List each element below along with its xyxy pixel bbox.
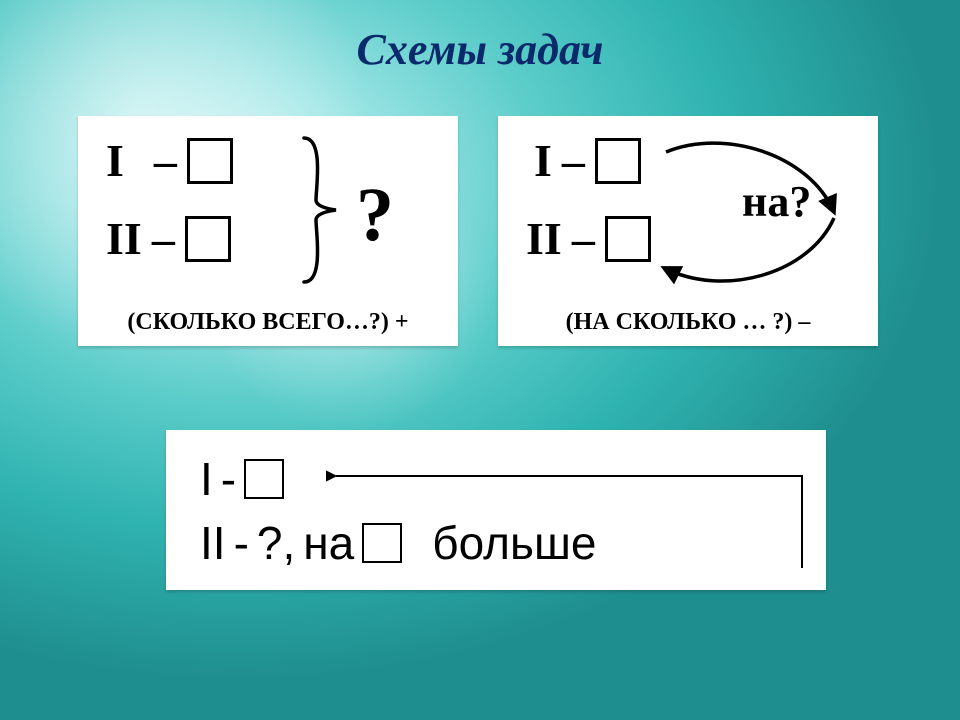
panel-a-row-1: I – (106, 134, 233, 187)
panel-c-row1-dash: - (221, 452, 236, 506)
panel-a-caption: (СКОЛЬКО ВСЕГО…?) + (78, 309, 458, 336)
panel-b-caption: (НА СКОЛЬКО … ?) – (498, 309, 878, 336)
panel-c-row1-box (244, 459, 284, 499)
panel-a-row2-dash: – (152, 212, 175, 265)
panel-b-row2-box (605, 216, 651, 262)
panel-b-row-1: I – (534, 134, 641, 187)
panel-a-row2-box (185, 216, 231, 262)
panel-b-row2-label: II (526, 212, 562, 265)
brace-icon (296, 130, 344, 290)
back-arrow-icon (326, 466, 810, 576)
panel-a-row1-box (187, 138, 233, 184)
panel-a-question: ? (356, 172, 394, 259)
panel-c-row2-dash: - (234, 516, 249, 570)
panel-b-row1-dash: – (562, 134, 585, 187)
panel-b-row1-label: I (534, 134, 552, 187)
panel-c-row1-label: I (200, 452, 213, 506)
panel-a-row1-label: I (106, 134, 124, 187)
panel-b-row1-box (595, 138, 641, 184)
panel-c-row2-q: ?, (257, 516, 295, 570)
page-title: Схемы задач (0, 24, 960, 75)
panel-b-question-label: на? (742, 176, 811, 227)
schema-panel-diff: I – II – на? (НА СКОЛЬКО … ?) – (498, 116, 878, 346)
panel-c-row2-label: II (200, 516, 226, 570)
schema-panel-more: I - II - ?, на больше (166, 430, 826, 590)
panel-a-row2-label: II (106, 212, 142, 265)
panel-a-row-2: II – (106, 212, 231, 265)
schema-panel-total: I – II – ? (СКОЛЬКО ВСЕГО…?) + (78, 116, 458, 346)
panel-b-row2-dash: – (572, 212, 595, 265)
panel-c-row-1: I - (200, 452, 284, 506)
panel-b-row-2: II – (526, 212, 651, 265)
panel-a-row1-dash: – (154, 134, 177, 187)
